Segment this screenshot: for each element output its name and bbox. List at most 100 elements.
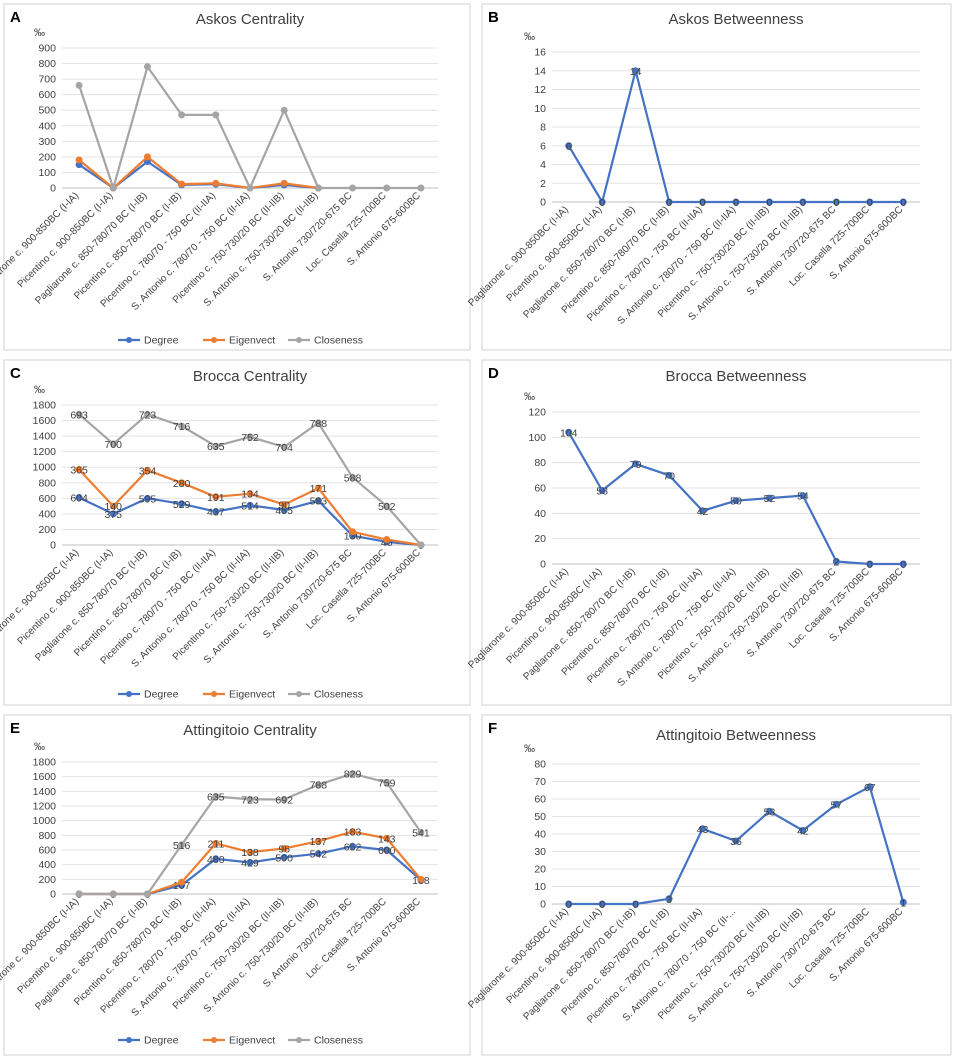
y-tick-label: 10 — [534, 881, 546, 893]
data-point — [75, 466, 83, 474]
unit-label: ‰ — [524, 31, 535, 43]
data-label: 0 — [700, 197, 706, 209]
y-tick-label: 70 — [534, 776, 546, 788]
y-tick-label: 2 — [540, 178, 546, 190]
data-label: 90 — [278, 500, 290, 512]
data-label: 140 — [105, 501, 123, 513]
unit-label: ‰ — [524, 743, 535, 755]
y-tick-label: 600 — [38, 89, 56, 101]
data-point — [178, 500, 186, 508]
data-label: 788 — [310, 780, 328, 792]
data-point — [109, 440, 117, 448]
legend-marker — [296, 337, 302, 343]
data-point — [765, 494, 773, 502]
series-closeness — [75, 63, 425, 192]
series-closeness: 516 635 723 692 788 829 759 541 — [75, 769, 430, 898]
y-tick-label: 800 — [38, 830, 56, 842]
data-point — [565, 900, 573, 908]
data-point — [178, 180, 186, 188]
data-label: 723 — [241, 794, 259, 806]
panel-letter: B — [488, 9, 499, 26]
data-label: 183 — [344, 827, 362, 839]
unit-label: ‰ — [34, 741, 45, 753]
data-point — [212, 493, 220, 501]
legend-marker — [126, 691, 132, 697]
data-label: 595 — [139, 493, 157, 505]
data-label: 0 — [633, 899, 639, 911]
data-label: 635 — [207, 791, 225, 803]
legend-marker — [211, 1037, 217, 1043]
y-tick-label: 500 — [38, 105, 56, 117]
data-point — [349, 528, 357, 536]
y-tick-label: 300 — [38, 136, 56, 148]
legend-label: Eigenvect — [229, 1035, 275, 1047]
data-point — [314, 837, 322, 845]
y-tick-label: 1000 — [33, 462, 57, 474]
data-label: 58 — [596, 486, 608, 498]
data-point — [899, 898, 907, 906]
y-tick-label: 60 — [534, 794, 546, 806]
legend: Degree Eigenvect Closeness — [118, 335, 363, 347]
y-tick-label: 700 — [38, 74, 56, 86]
y-tick-label: 1200 — [33, 446, 57, 458]
y-tick-label: 120 — [528, 407, 546, 419]
legend-label: Closeness — [314, 1035, 363, 1047]
data-label: 692 — [275, 794, 293, 806]
data-label: 588 — [344, 472, 362, 484]
legend-marker — [126, 1037, 132, 1043]
y-tick-label: 20 — [534, 533, 546, 545]
chart-title: Askos Centrality — [196, 11, 305, 28]
chart-title: Attingitoio Centrality — [183, 722, 317, 739]
panel-frame — [481, 3, 952, 351]
data-point — [417, 184, 425, 192]
data-label: 143 — [378, 833, 396, 845]
data-point — [899, 560, 907, 568]
y-tick-label: 800 — [38, 477, 56, 489]
data-point — [280, 179, 288, 187]
data-label: 14 — [630, 66, 642, 78]
y-tick-label: 1600 — [33, 771, 57, 783]
data-point — [598, 487, 606, 495]
data-label: 79 — [630, 459, 642, 471]
data-point — [109, 502, 117, 510]
data-label: 0 — [767, 197, 773, 209]
y-tick-label: 200 — [38, 874, 56, 886]
data-point — [699, 825, 707, 833]
data-point — [314, 484, 322, 492]
panel-letter: D — [488, 365, 499, 382]
panel-letter: F — [488, 720, 497, 737]
data-label: 723 — [139, 409, 157, 421]
panel-D: D Brocca Betweenness‰020406080100120Pagli… — [466, 359, 952, 706]
y-tick-label: 1200 — [33, 801, 57, 813]
chart-title: Brocca Centrality — [193, 368, 308, 385]
data-label: 0 — [800, 197, 806, 209]
y-tick-label: 14 — [534, 65, 546, 77]
data-point — [732, 837, 740, 845]
data-label: 0 — [566, 899, 572, 911]
data-label: 500 — [275, 852, 293, 864]
data-point — [598, 900, 606, 908]
data-label: 211 — [207, 838, 224, 850]
data-label: 375 — [105, 509, 123, 521]
data-point — [832, 800, 840, 808]
data-point — [143, 63, 151, 71]
panel-C: C Brocca Centrality ‰ 0 200 400 600 800 1000 1200… — [0, 359, 471, 706]
y-tick-label: 400 — [38, 120, 56, 132]
data-point — [565, 428, 573, 436]
y-tick-label: 60 — [534, 483, 546, 495]
y-tick-label: 20 — [534, 864, 546, 876]
y-tick-label: 0 — [540, 559, 546, 571]
data-label: 104 — [560, 427, 578, 439]
data-label: 700 — [105, 439, 123, 451]
data-point — [665, 471, 673, 479]
chart-title: Brocca Betweenness — [666, 368, 807, 385]
data-point — [417, 875, 425, 883]
data-point — [632, 900, 640, 908]
data-point — [832, 198, 840, 206]
legend-label: Eigenvect — [229, 335, 275, 347]
data-label: 0 — [833, 197, 839, 209]
y-tick-label: 16 — [534, 47, 546, 59]
y-tick-label: 400 — [38, 859, 56, 871]
data-point — [246, 795, 254, 803]
data-point — [178, 479, 186, 487]
